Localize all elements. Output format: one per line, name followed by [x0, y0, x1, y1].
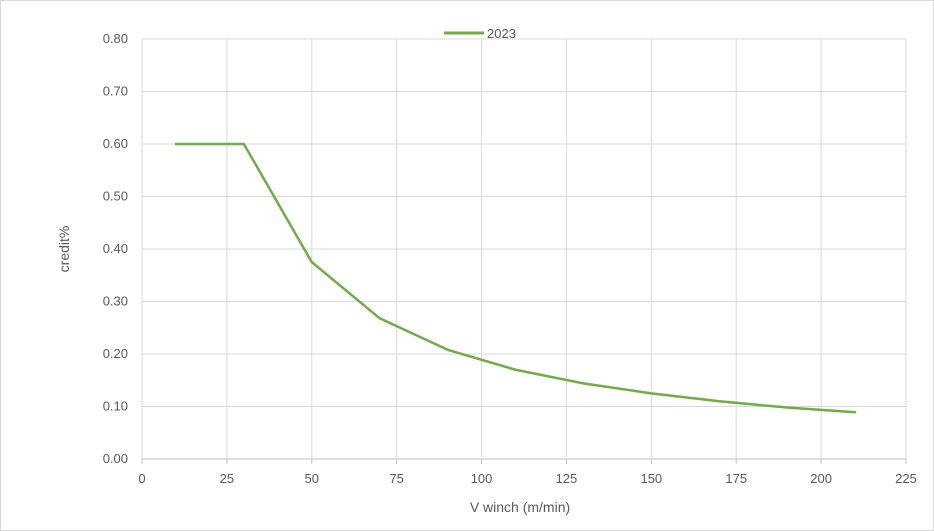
y-tick-label: 0.20 — [103, 346, 128, 361]
legend-label-2023: 2023 — [487, 26, 516, 41]
y-tick-label: 0.50 — [103, 189, 128, 204]
x-tick-label: 125 — [556, 471, 578, 486]
series-layer — [174, 142, 857, 414]
y-tick-label: 0.40 — [103, 241, 128, 256]
x-tick-label: 75 — [389, 471, 403, 486]
series-line-2023 — [174, 142, 857, 414]
gridlines — [141, 38, 907, 460]
legend: 2023 — [444, 26, 516, 41]
data-point — [582, 382, 585, 385]
y-tick-label: 0.00 — [103, 451, 128, 466]
axes: 0.00 0.10 0.20 0.30 0.40 0.50 0.60 0.70 0.80 0 25 5… — [103, 31, 917, 486]
x-tick-label: 0 — [138, 471, 145, 486]
data-point — [174, 142, 178, 146]
data-point — [718, 400, 721, 403]
x-tick-label: 175 — [725, 471, 747, 486]
x-tick-label: 50 — [305, 471, 319, 486]
data-point — [310, 260, 313, 264]
data-point — [514, 368, 517, 371]
y-tick-label: 0.30 — [103, 294, 128, 309]
x-axis-title: V winch (m/min) — [470, 499, 570, 515]
x-tick-label: 200 — [810, 471, 832, 486]
data-point — [242, 142, 246, 146]
y-tick-label: 0.10 — [103, 399, 128, 414]
data-point — [853, 411, 857, 414]
y-tick-label: 0.60 — [103, 136, 128, 151]
x-tick-label: 225 — [895, 471, 917, 486]
data-point — [785, 406, 789, 409]
x-tick-label: 150 — [640, 471, 662, 486]
x-tick-label: 100 — [471, 471, 493, 486]
y-axis-title: credit% — [56, 226, 72, 273]
data-point — [446, 348, 449, 351]
data-point — [650, 392, 653, 395]
x-tick-label: 25 — [220, 471, 234, 486]
data-point — [378, 317, 381, 320]
y-tick-label: 0.80 — [103, 31, 128, 46]
y-tick-label: 0.70 — [103, 84, 128, 99]
